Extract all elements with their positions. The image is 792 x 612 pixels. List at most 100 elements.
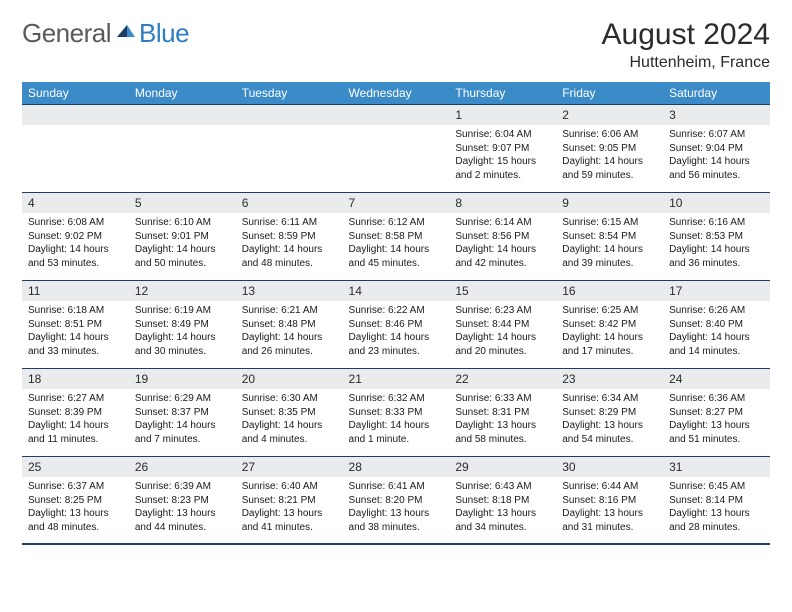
day-number: 15 [449, 280, 556, 301]
day-body: Sunrise: 6:16 AMSunset: 8:53 PMDaylight:… [663, 213, 770, 273]
daylight-text: Daylight: 13 hours and 44 minutes. [135, 507, 230, 534]
sunrise-text: Sunrise: 6:16 AM [669, 216, 764, 230]
daylight-text: Daylight: 14 hours and 50 minutes. [135, 243, 230, 270]
daylight-text: Daylight: 14 hours and 14 minutes. [669, 331, 764, 358]
day-header-row: SundayMondayTuesdayWednesdayThursdayFrid… [22, 82, 770, 104]
calendar-week: 11Sunrise: 6:18 AMSunset: 8:51 PMDayligh… [22, 280, 770, 368]
daylight-text: Daylight: 13 hours and 31 minutes. [562, 507, 657, 534]
day-number: 19 [129, 368, 236, 389]
day-number: 10 [663, 192, 770, 213]
sunset-text: Sunset: 8:56 PM [455, 230, 550, 244]
day-body: Sunrise: 6:45 AMSunset: 8:14 PMDaylight:… [663, 477, 770, 537]
day-number: 7 [343, 192, 450, 213]
sunrise-text: Sunrise: 6:15 AM [562, 216, 657, 230]
day-number: 1 [449, 104, 556, 125]
day-body: Sunrise: 6:33 AMSunset: 8:31 PMDaylight:… [449, 389, 556, 449]
day-number: 30 [556, 456, 663, 477]
day-number: 23 [556, 368, 663, 389]
sunset-text: Sunset: 8:33 PM [349, 406, 444, 420]
calendar-cell: 9Sunrise: 6:15 AMSunset: 8:54 PMDaylight… [556, 192, 663, 280]
sunrise-text: Sunrise: 6:30 AM [242, 392, 337, 406]
location: Huttenheim, France [602, 54, 770, 72]
day-body: Sunrise: 6:43 AMSunset: 8:18 PMDaylight:… [449, 477, 556, 537]
sunset-text: Sunset: 8:58 PM [349, 230, 444, 244]
calendar-cell [22, 104, 129, 192]
day-number: 31 [663, 456, 770, 477]
day-number: 28 [343, 456, 450, 477]
sunrise-text: Sunrise: 6:08 AM [28, 216, 123, 230]
day-body: Sunrise: 6:32 AMSunset: 8:33 PMDaylight:… [343, 389, 450, 449]
daylight-text: Daylight: 14 hours and 11 minutes. [28, 419, 123, 446]
sunrise-text: Sunrise: 6:10 AM [135, 216, 230, 230]
sunrise-text: Sunrise: 6:34 AM [562, 392, 657, 406]
calendar-cell: 30Sunrise: 6:44 AMSunset: 8:16 PMDayligh… [556, 456, 663, 544]
sunset-text: Sunset: 8:51 PM [28, 318, 123, 332]
day-header: Thursday [449, 82, 556, 104]
day-number: 6 [236, 192, 343, 213]
month-title: August 2024 [602, 18, 770, 52]
calendar-week: 25Sunrise: 6:37 AMSunset: 8:25 PMDayligh… [22, 456, 770, 544]
sunset-text: Sunset: 8:40 PM [669, 318, 764, 332]
sunrise-text: Sunrise: 6:27 AM [28, 392, 123, 406]
calendar-cell: 28Sunrise: 6:41 AMSunset: 8:20 PMDayligh… [343, 456, 450, 544]
calendar-cell: 29Sunrise: 6:43 AMSunset: 8:18 PMDayligh… [449, 456, 556, 544]
sunset-text: Sunset: 8:20 PM [349, 494, 444, 508]
daylight-text: Daylight: 14 hours and 56 minutes. [669, 155, 764, 182]
sunrise-text: Sunrise: 6:22 AM [349, 304, 444, 318]
day-header: Tuesday [236, 82, 343, 104]
day-number: 9 [556, 192, 663, 213]
sunset-text: Sunset: 9:02 PM [28, 230, 123, 244]
day-body: Sunrise: 6:39 AMSunset: 8:23 PMDaylight:… [129, 477, 236, 537]
day-number: 11 [22, 280, 129, 301]
day-body: Sunrise: 6:40 AMSunset: 8:21 PMDaylight:… [236, 477, 343, 537]
day-header: Sunday [22, 82, 129, 104]
daylight-text: Daylight: 13 hours and 48 minutes. [28, 507, 123, 534]
day-number: 27 [236, 456, 343, 477]
daylight-text: Daylight: 14 hours and 45 minutes. [349, 243, 444, 270]
day-number: 4 [22, 192, 129, 213]
day-body: Sunrise: 6:06 AMSunset: 9:05 PMDaylight:… [556, 125, 663, 185]
day-number-empty [236, 104, 343, 125]
calendar-week: 4 Sunrise: 6:08 AMSunset: 9:02 PM Daylight… [22, 192, 770, 280]
sunset-text: Sunset: 8:53 PM [669, 230, 764, 244]
daylight-text: Daylight: 14 hours and 33 minutes. [28, 331, 123, 358]
daylight-text: Daylight: 14 hours and 48 minutes. [242, 243, 337, 270]
sunset-text: Sunset: 9:01 PM [135, 230, 230, 244]
day-number: 21 [343, 368, 450, 389]
day-body: Sunrise: 6:36 AMSunset: 8:27 PMDaylight:… [663, 389, 770, 449]
sunset-text: Sunset: 8:48 PM [242, 318, 337, 332]
calendar-cell: 24Sunrise: 6:36 AMSunset: 8:27 PMDayligh… [663, 368, 770, 456]
daylight-text: Daylight: 13 hours and 54 minutes. [562, 419, 657, 446]
daylight-text: Daylight: 14 hours and 20 minutes. [455, 331, 550, 358]
sunset-text: Sunset: 8:31 PM [455, 406, 550, 420]
day-number: 26 [129, 456, 236, 477]
calendar-cell: 21Sunrise: 6:32 AMSunset: 8:33 PMDayligh… [343, 368, 450, 456]
daylight-text: Daylight: 14 hours and 26 minutes. [242, 331, 337, 358]
sunset-text: Sunset: 8:18 PM [455, 494, 550, 508]
day-body: Sunrise: 6:07 AMSunset: 9:04 PMDaylight:… [663, 125, 770, 185]
daylight-text: Daylight: 14 hours and 23 minutes. [349, 331, 444, 358]
day-number: 22 [449, 368, 556, 389]
daylight-text: Daylight: 14 hours and 42 minutes. [455, 243, 550, 270]
calendar-cell: 7 Sunrise: 6:12 AMSunset: 8:58 PMDaylight… [343, 192, 450, 280]
day-body: Sunrise: 6:30 AMSunset: 8:35 PMDaylight:… [236, 389, 343, 449]
sunset-text: Sunset: 8:37 PM [135, 406, 230, 420]
sunrise-text: Sunrise: 6:19 AM [135, 304, 230, 318]
sunrise-text: Sunrise: 6:33 AM [455, 392, 550, 406]
calendar-cell: 3Sunrise: 6:07 AMSunset: 9:04 PMDaylight… [663, 104, 770, 192]
sunset-text: Sunset: 8:42 PM [562, 318, 657, 332]
sunrise-text: Sunrise: 6:14 AM [455, 216, 550, 230]
day-body: Sunrise: 6:15 AMSunset: 8:54 PMDaylight:… [556, 213, 663, 273]
sunrise-text: Sunrise: 6:12 AM [349, 216, 444, 230]
sunset-text: Sunset: 8:29 PM [562, 406, 657, 420]
daylight-text: Daylight: 14 hours and 1 minute. [349, 419, 444, 446]
calendar-cell [236, 104, 343, 192]
sunset-text: Sunset: 9:04 PM [669, 142, 764, 156]
calendar-cell: 23 Sunrise: 6:34 AMSunset: 8:29 PMDayligh… [556, 368, 663, 456]
day-number: 5 [129, 192, 236, 213]
day-number-empty [129, 104, 236, 125]
calendar-cell: 27Sunrise: 6:40 AMSunset: 8:21 PMDayligh… [236, 456, 343, 544]
sunset-text: Sunset: 9:07 PM [455, 142, 550, 156]
daylight-text: Daylight: 13 hours and 38 minutes. [349, 507, 444, 534]
daylight-text: Daylight: 15 hours and 2 minutes. [455, 155, 550, 182]
